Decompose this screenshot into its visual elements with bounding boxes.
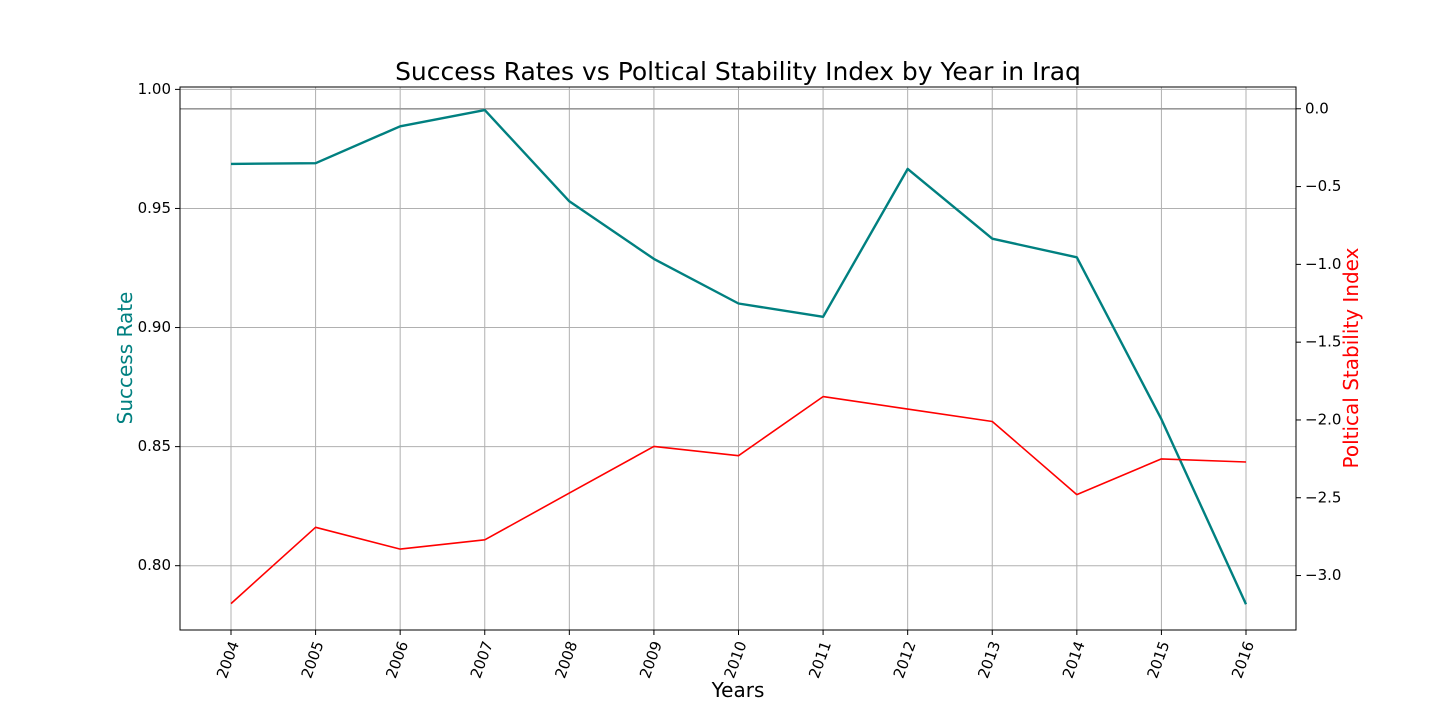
right-y-tick-label: −0.5 — [1305, 177, 1341, 195]
right-y-tick-label: −1.5 — [1305, 333, 1341, 351]
grid — [180, 87, 1296, 630]
x-tick-label: 2006 — [382, 639, 412, 681]
x-tick-label: 2004 — [213, 639, 243, 681]
left-y-axis: 0.80 0.85 0.90 0.95 1.00 — [138, 80, 180, 574]
left-y-axis-label: Success Rate — [113, 292, 137, 425]
x-tick-label: 2008 — [551, 639, 581, 681]
x-tick-label: 2012 — [890, 639, 920, 681]
x-tick-label: 2010 — [721, 639, 751, 681]
right-y-axis-label: Poltical Stability Index — [1339, 247, 1363, 468]
x-axis-label: Years — [711, 678, 765, 702]
right-y-tick-label: −1.0 — [1305, 255, 1341, 273]
x-tick-label: 2014 — [1059, 639, 1089, 681]
success-rate-line — [230, 108, 1248, 605]
x-tick-label: 2011 — [805, 639, 835, 681]
x-tick-label: 2016 — [1228, 639, 1258, 681]
left-y-tick-label: 0.90 — [138, 318, 171, 336]
left-y-tick-label: 0.85 — [138, 437, 171, 455]
x-tick-label: 2007 — [467, 639, 497, 681]
x-tick-label: 2015 — [1143, 639, 1173, 681]
x-tick-label: 2005 — [298, 639, 328, 681]
political-stability-line — [230, 395, 1247, 605]
left-y-tick-label: 0.95 — [138, 199, 171, 217]
left-y-tick-label: 1.00 — [138, 80, 171, 98]
left-y-tick-label: 0.80 — [138, 556, 171, 574]
x-axis: 2004 2005 2006 2007 2008 2009 2010 2011 2012 2013… — [213, 630, 1258, 681]
right-y-tick-label: −3.0 — [1305, 566, 1341, 584]
x-tick-label: 2009 — [636, 639, 666, 681]
x-tick-label: 2013 — [974, 639, 1004, 681]
series-group — [230, 108, 1248, 605]
right-y-axis: 0.0 −0.5 −1.0 −1.5 −2.0 −2.5 −3.0 — [1296, 99, 1341, 584]
right-y-tick-label: −2.0 — [1305, 410, 1341, 428]
right-y-tick-label: 0.0 — [1305, 99, 1329, 117]
right-y-tick-label: −2.5 — [1305, 488, 1341, 506]
chart-title: Success Rates vs Poltical Stability Inde… — [395, 57, 1081, 86]
